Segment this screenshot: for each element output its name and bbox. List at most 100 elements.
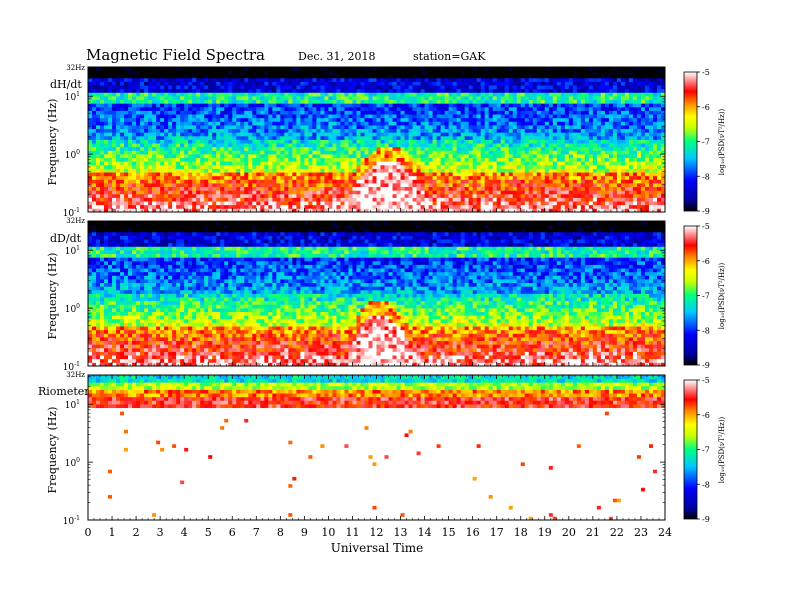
heatmap-cell (484, 193, 490, 198)
heatmap-cell (272, 117, 277, 122)
heatmap-cell (328, 85, 333, 90)
heatmap-cell (208, 132, 213, 137)
heatmap-cell (564, 106, 570, 111)
heatmap-cell (384, 74, 389, 79)
heatmap-cell (516, 179, 522, 184)
heatmap-cell (364, 197, 369, 202)
heatmap-cell (468, 157, 474, 162)
heatmap-cell (520, 164, 526, 169)
heatmap-cell (156, 110, 161, 115)
heatmap-cell (480, 190, 486, 195)
heatmap-cell (216, 106, 221, 111)
heatmap-cell (568, 103, 574, 108)
heatmap-cell (160, 77, 165, 82)
heatmap-cell (388, 114, 393, 119)
heatmap-cell (508, 70, 514, 75)
heatmap-cell (352, 164, 357, 169)
heatmap-cell (512, 103, 518, 108)
heatmap-cell (124, 103, 129, 108)
heatmap-cell (580, 96, 586, 101)
heatmap-cell (380, 204, 385, 209)
heatmap-cell (456, 208, 462, 213)
heatmap-cell (348, 172, 353, 177)
heatmap-cell (96, 193, 101, 198)
heatmap-cell (124, 70, 129, 75)
heatmap-cell (536, 172, 542, 177)
heatmap-cell (324, 197, 329, 202)
heatmap-cell (328, 96, 333, 101)
heatmap-cell (568, 157, 574, 162)
heatmap-cell (288, 201, 293, 206)
heatmap-cell (492, 161, 498, 166)
heatmap-cell (524, 132, 530, 137)
heatmap-cell (456, 103, 462, 108)
heatmap-cell (384, 190, 389, 195)
heatmap-cell (464, 168, 470, 173)
heatmap-cell (88, 204, 93, 209)
heatmap-cell (168, 150, 173, 155)
heatmap-cell (436, 139, 442, 144)
heatmap-cell (112, 186, 117, 191)
heatmap-cell (564, 186, 570, 191)
heatmap-cell (552, 208, 558, 213)
heatmap-cell (308, 157, 313, 162)
heatmap-cell (544, 99, 550, 104)
heatmap-cell (372, 81, 377, 86)
heatmap-cell (124, 99, 129, 104)
heatmap-cell (120, 190, 125, 195)
heatmap-cell (472, 204, 478, 209)
heatmap-cell (520, 96, 526, 101)
heatmap-cell (96, 74, 101, 79)
heatmap-cell (120, 175, 125, 180)
heatmap-cell (472, 96, 478, 101)
heatmap-cell (420, 125, 425, 130)
heatmap-cell (540, 96, 546, 101)
heatmap-cell (400, 150, 405, 155)
heatmap-cell (344, 110, 349, 115)
heatmap-cell (316, 99, 321, 104)
heatmap-cell (576, 161, 582, 166)
heatmap-cell (504, 143, 510, 148)
heatmap-cell (408, 67, 413, 72)
heatmap-cell (364, 99, 369, 104)
heatmap-cell (440, 103, 446, 108)
heatmap-cell (100, 139, 105, 144)
heatmap-cell (460, 197, 466, 202)
heatmap-cell (224, 186, 229, 191)
heatmap-cell (212, 186, 217, 191)
heatmap-cell (476, 106, 482, 111)
heatmap-cell (460, 186, 466, 191)
heatmap-cell (308, 117, 313, 122)
heatmap-cell (264, 146, 269, 151)
heatmap-cell (108, 201, 113, 206)
heatmap-cell (152, 157, 157, 162)
heatmap-cell (428, 106, 433, 111)
heatmap-cell (184, 128, 189, 133)
heatmap-cell (176, 135, 181, 140)
heatmap-cell (324, 164, 329, 169)
heatmap-cell (140, 190, 145, 195)
heatmap-cell (116, 193, 121, 198)
heatmap-cell (92, 143, 97, 148)
heatmap-cell (388, 110, 393, 115)
heatmap-cell (160, 99, 165, 104)
heatmap-cell (188, 204, 193, 209)
heatmap-cell (504, 114, 510, 119)
heatmap-cell (152, 164, 157, 169)
heatmap-cell (528, 92, 534, 97)
heatmap-cell (436, 208, 442, 213)
heatmap-cell (572, 135, 578, 140)
heatmap-cell (500, 106, 506, 111)
heatmap-cell (312, 125, 317, 130)
heatmap-cell (376, 92, 381, 97)
heatmap-cell (460, 132, 466, 137)
heatmap-cell (288, 135, 293, 140)
heatmap-cell (164, 183, 169, 188)
heatmap-cell (552, 67, 558, 72)
heatmap-cell (176, 143, 181, 148)
heatmap-cell (216, 168, 221, 173)
heatmap-cell (396, 168, 401, 173)
heatmap-cell (156, 164, 161, 169)
heatmap-cell (360, 96, 365, 101)
heatmap-cell (420, 161, 425, 166)
